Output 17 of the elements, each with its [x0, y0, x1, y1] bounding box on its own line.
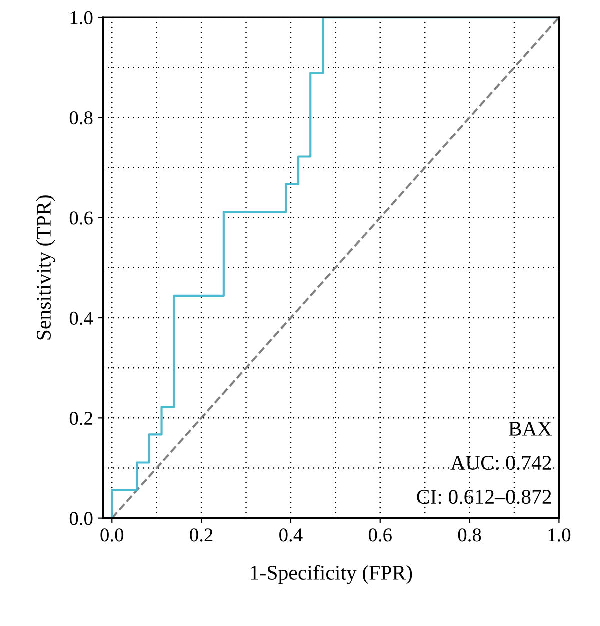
y-tick-label: 0.6 — [70, 212, 93, 225]
annotation: BAX — [508, 422, 552, 436]
x-axis-title: 1-Specificity (FPR) — [251, 565, 412, 584]
y-axis-title: Sensitivity (TPR) — [36, 196, 56, 340]
x-tick-label: 0.8 — [458, 528, 482, 542]
y-tick-label: 0.4 — [70, 312, 94, 326]
y-tick-label: 1.0 — [70, 11, 93, 25]
y-tick-label: 0.0 — [70, 512, 93, 526]
annotation: CI: 0.612–0.872 — [417, 490, 552, 504]
y-tick-label: 0.8 — [70, 112, 93, 125]
y-tick-label: 0.2 — [70, 412, 92, 426]
x-tick-label: 0.0 — [100, 528, 124, 542]
x-tick-label: 1.0 — [548, 528, 571, 542]
annotation: AUC: 0.742 — [450, 456, 552, 470]
x-tick-label: 0.4 — [280, 528, 303, 542]
x-tick-label: 0.6 — [368, 528, 392, 542]
x-tick-label: 0.2 — [190, 528, 213, 542]
